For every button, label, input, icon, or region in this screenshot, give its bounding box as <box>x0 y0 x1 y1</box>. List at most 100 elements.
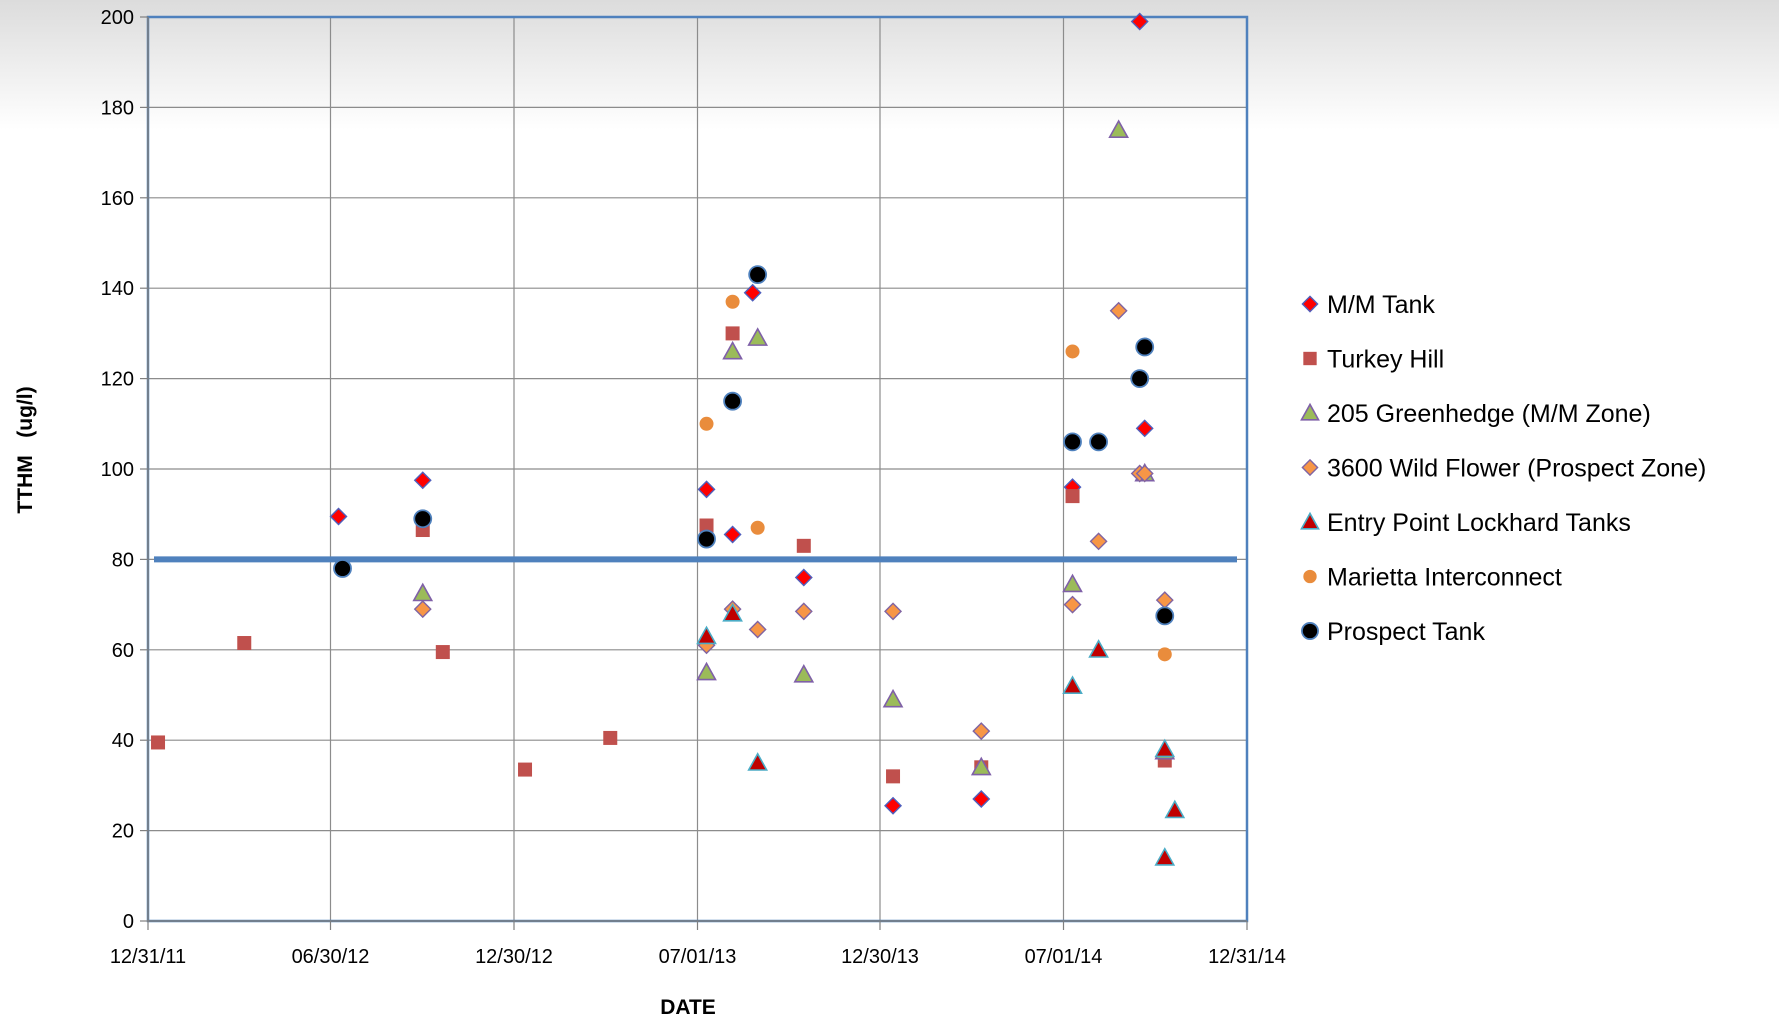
data-point <box>723 525 742 544</box>
data-point <box>882 688 904 708</box>
data-point <box>972 722 991 741</box>
data-point <box>699 416 714 431</box>
data-point <box>794 602 813 621</box>
legend-entry: M/M Tank <box>1301 291 1435 319</box>
data-point <box>697 529 716 549</box>
data-point <box>884 796 903 815</box>
legend-entry: Entry Point Lockhard Tanks <box>1300 509 1631 537</box>
legend-marker <box>1300 511 1320 530</box>
y-tick-label: 0 <box>123 911 134 933</box>
x-tick-label: 12/30/13 <box>841 946 919 968</box>
data-point <box>696 661 717 681</box>
data-point <box>793 664 815 683</box>
data-point <box>750 520 765 535</box>
x-tick-label: 07/01/14 <box>1025 946 1103 968</box>
legend-entry: Marietta Interconnect <box>1303 564 1562 592</box>
data-point <box>1130 12 1149 31</box>
legend-entry: 205 Greenhedge (M/M Zone) <box>1300 400 1651 428</box>
legend-label: Prospect Tank <box>1327 618 1485 646</box>
data-point <box>1135 419 1154 438</box>
legend-label: M/M Tank <box>1327 291 1435 319</box>
data-point <box>886 769 901 784</box>
legend-marker <box>1300 402 1320 421</box>
data-point <box>1063 432 1082 452</box>
data-point <box>1109 301 1128 320</box>
legend-label: 3600 Wild Flower (Prospect Zone) <box>1327 455 1706 483</box>
data-points <box>151 12 1186 866</box>
legend-label: 205 Greenhedge (M/M Zone) <box>1327 400 1651 428</box>
data-point <box>237 636 252 651</box>
y-tick-label: 120 <box>101 369 134 391</box>
data-point <box>722 340 743 360</box>
x-tick-label: 07/01/13 <box>659 946 737 968</box>
data-point <box>1062 573 1083 593</box>
legend-marker <box>1301 458 1319 477</box>
data-point <box>412 582 434 602</box>
data-point <box>722 602 743 622</box>
data-point <box>1065 489 1080 504</box>
data-point <box>747 327 769 346</box>
y-tick-label: 80 <box>112 549 134 571</box>
x-tick-labels: 12/31/11 06/30/12 12/30/12 07/01/13 12/30/13… <box>110 946 1286 968</box>
legend-marker <box>1301 295 1319 313</box>
data-point <box>413 509 433 529</box>
data-point <box>1108 119 1130 138</box>
data-point <box>748 620 767 639</box>
data-point <box>1164 799 1186 819</box>
x-axis-label: DATE <box>660 996 716 1019</box>
data-point <box>1063 595 1082 614</box>
legend-marker <box>1301 622 1319 640</box>
legend-entry: 3600 Wild Flower (Prospect Zone) <box>1301 455 1706 483</box>
data-point <box>1157 647 1172 662</box>
y-tick-label: 20 <box>112 821 134 843</box>
legend-marker <box>1303 569 1317 584</box>
data-point <box>1089 432 1108 452</box>
legend-entry: Prospect Tank <box>1301 618 1485 646</box>
y-tick-label: 200 <box>101 7 134 29</box>
legend: M/M Tank Turkey Hill 205 Greenhedge (M/M Z… <box>1300 291 1706 646</box>
x-tick-label: 06/30/12 <box>292 946 370 968</box>
data-point <box>1154 738 1176 758</box>
data-point <box>333 559 352 578</box>
axes <box>140 16 1248 930</box>
data-point <box>748 265 768 285</box>
x-tick-label: 12/31/11 <box>110 946 186 968</box>
data-point <box>794 568 813 587</box>
data-point <box>435 645 450 660</box>
y-tick-labels: 0 20 40 60 80 100 120 140 160 180 200 <box>101 7 134 933</box>
data-point <box>413 600 432 619</box>
y-tick-label: 160 <box>101 188 134 210</box>
data-point <box>723 391 742 411</box>
data-point <box>1065 344 1080 359</box>
data-point <box>743 283 762 302</box>
data-point <box>697 480 716 499</box>
x-tick-label: 12/30/12 <box>475 946 553 968</box>
data-point <box>970 756 992 776</box>
data-point <box>796 538 811 553</box>
data-point <box>1130 369 1150 389</box>
data-point <box>972 789 991 808</box>
data-point <box>603 730 618 745</box>
gridlines <box>148 16 1247 921</box>
data-point <box>1155 606 1175 626</box>
data-point <box>413 471 432 490</box>
y-tick-label: 40 <box>112 730 134 752</box>
y-tick-label: 100 <box>101 459 134 481</box>
data-point <box>518 762 533 777</box>
data-point <box>725 294 740 309</box>
data-point <box>884 602 903 621</box>
y-tick-label: 60 <box>112 640 134 662</box>
y-tick-label: 140 <box>101 278 134 300</box>
y-tick-label: 180 <box>101 97 134 119</box>
legend-marker <box>1303 351 1317 366</box>
data-point <box>151 735 166 750</box>
data-point <box>1062 675 1083 694</box>
legend-label: Entry Point Lockhard Tanks <box>1327 509 1631 537</box>
data-point <box>696 625 717 645</box>
legend-label: Turkey Hill <box>1327 346 1444 374</box>
data-point <box>1155 591 1174 610</box>
data-point <box>1135 337 1155 357</box>
data-point <box>1135 464 1154 483</box>
data-point <box>329 507 348 526</box>
